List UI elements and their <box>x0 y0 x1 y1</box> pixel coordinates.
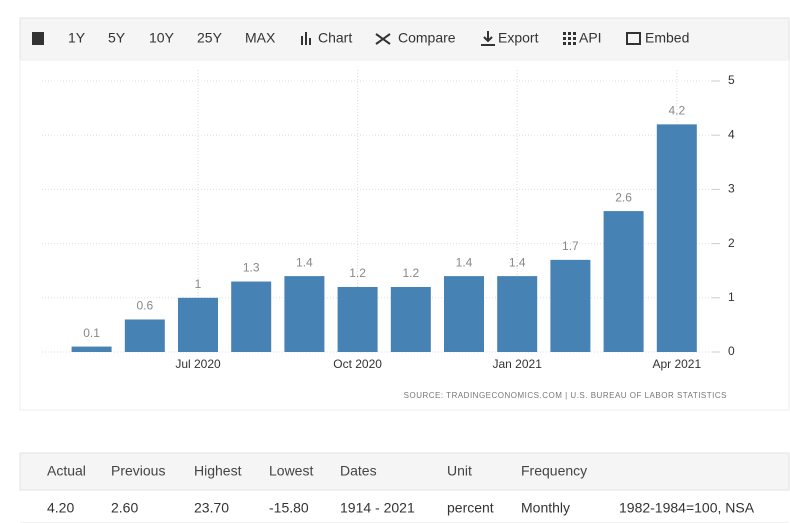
data-label: 1.2 <box>402 266 419 280</box>
toolbar-button[interactable]: 10Y <box>149 30 175 46</box>
bar <box>178 297 218 352</box>
y-tick-label: 5 <box>728 73 735 87</box>
y-tick-label: 3 <box>728 182 735 196</box>
toolbar-icons <box>32 31 641 46</box>
bar <box>550 259 591 352</box>
table-header-cell: Previous <box>111 463 165 479</box>
bar <box>71 346 112 352</box>
data-label: 1.4 <box>456 255 473 269</box>
bar <box>337 286 378 352</box>
y-tick-label: 2 <box>728 236 735 250</box>
y-tick-label: 1 <box>728 290 735 304</box>
toolbar-button[interactable]: 5Y <box>108 30 126 46</box>
data-label: 1 <box>195 277 202 291</box>
compare-icon <box>375 33 391 45</box>
chart-icon <box>301 36 303 45</box>
embed-icon <box>626 32 641 45</box>
table-cell: -15.80 <box>269 500 309 516</box>
data-label: 2.6 <box>615 190 632 204</box>
bar <box>444 276 484 352</box>
table-header-cell: Highest <box>194 463 242 479</box>
toolbar-button[interactable]: 1Y <box>68 30 86 46</box>
chart-icon <box>309 38 311 45</box>
source: SOURCE: TRADINGECONOMICS.COM | U.S. BURE… <box>404 391 727 400</box>
table-cell: 2.60 <box>111 500 138 516</box>
data-label: 1.4 <box>296 255 313 269</box>
table-header-cell: Frequency <box>521 463 587 479</box>
bar <box>497 276 538 352</box>
data-label: 0.6 <box>136 299 153 313</box>
table-cell: Monthly <box>521 500 570 516</box>
toolbar-button[interactable]: Compare <box>398 30 456 46</box>
bar <box>124 319 165 352</box>
y-tick-label: 4 <box>728 127 735 141</box>
toolbar-button[interactable]: MAX <box>245 30 276 46</box>
data-label: 0.1 <box>83 326 100 340</box>
table-header-cell: Actual <box>47 463 86 479</box>
toolbar-button[interactable]: Export <box>498 30 539 46</box>
y-tick-label: 0 <box>728 344 735 358</box>
toolbar <box>19 17 790 61</box>
bar <box>603 211 644 352</box>
table-cell: 23.70 <box>194 500 229 516</box>
x-tick-label: Jul 2020 <box>175 357 221 371</box>
toolbar-button[interactable]: API <box>579 30 602 46</box>
data-label: 1.7 <box>562 239 579 253</box>
data-label: 1.4 <box>509 255 526 269</box>
table-cell: percent <box>447 500 494 516</box>
export-icon <box>481 31 495 46</box>
table-cell: 1982-1984=100, NSA <box>619 500 755 516</box>
table-header-cell: Unit <box>447 463 472 479</box>
bar <box>656 124 697 352</box>
x-tick-label: Jan 2021 <box>493 357 543 371</box>
toolbar-button[interactable]: Embed <box>645 30 689 46</box>
bar <box>231 281 272 352</box>
x-tick-label: Oct 2020 <box>333 357 382 371</box>
x-tick-label: Apr 2021 <box>652 357 701 371</box>
data-label: 1.3 <box>243 261 260 275</box>
chart-icon <box>305 32 307 45</box>
api-icon <box>563 32 576 45</box>
table-header-cell: Dates <box>340 463 377 479</box>
bar <box>284 276 325 352</box>
table-cell: 4.20 <box>47 500 74 516</box>
table-cell: 1914 - 2021 <box>340 500 415 516</box>
toolbar-button[interactable]: 25Y <box>197 30 223 46</box>
table-header-cell: Lowest <box>269 463 313 479</box>
calendar-icon[interactable] <box>32 32 44 45</box>
toolbar-button[interactable]: Chart <box>318 30 352 46</box>
bar <box>390 286 431 352</box>
table-header <box>19 452 790 491</box>
data-label: 1.2 <box>349 266 366 280</box>
data-label: 4.2 <box>668 104 685 118</box>
